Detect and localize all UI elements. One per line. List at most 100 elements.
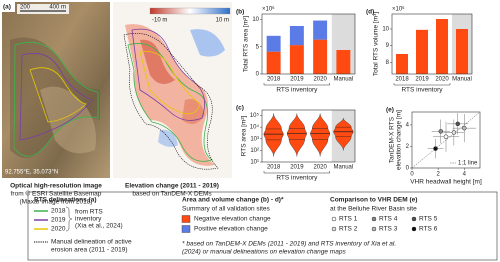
y-axis-label: Total RTS area [m²] xyxy=(243,16,250,72)
x-tick-label: 2 xyxy=(436,172,440,178)
x-tick-label: 2020 xyxy=(313,165,327,171)
footnote: (2024) or manual delineations on elevati… xyxy=(182,249,346,256)
y-tick-label: 10⁴ xyxy=(250,124,260,131)
coordinates: 92.755°E, 35.073°N xyxy=(5,170,58,176)
bar-segment xyxy=(289,26,304,46)
panel-label: (a) xyxy=(3,4,11,11)
x-axis-label: VHR headwall height [m] xyxy=(410,179,482,186)
x-tick-label: 2018 xyxy=(395,77,409,83)
y-tick-label: 10³ xyxy=(250,136,259,142)
y-axis-label: elevation change [m] xyxy=(396,110,403,170)
axes-frame xyxy=(261,13,356,75)
terrain xyxy=(40,86,96,154)
y-tick-label: 10² xyxy=(250,148,259,154)
legend-brace xyxy=(65,206,73,232)
x-tick-label: 2019 xyxy=(415,77,429,83)
y-axis-label: TanDEM-X RTS xyxy=(389,116,396,163)
scale-label: ×10⁶ xyxy=(262,6,275,13)
point xyxy=(451,130,457,135)
legend-label: RTS 4 xyxy=(379,216,398,223)
x-tick-label: 0 xyxy=(410,172,414,178)
y-axis-label: Total RTS volume [m³] xyxy=(373,12,380,76)
legend-label: erosion area (2011 - 2019) xyxy=(51,247,127,254)
point xyxy=(433,146,438,151)
bar xyxy=(436,19,448,74)
y-tick-label: 10 xyxy=(252,17,259,23)
legend-label: 2019 xyxy=(51,217,66,224)
legend-subtitle: Summary of all validation sites xyxy=(182,206,271,213)
legend-note: inventory xyxy=(75,216,102,223)
axes-frame xyxy=(391,13,473,75)
legend-title: Area and volume change (b) - d)* xyxy=(182,197,284,204)
scale-label: 400 m xyxy=(49,5,66,11)
y-tick-label: 10 xyxy=(382,27,389,33)
caption-title: Elevation change (2011 - 2019) xyxy=(125,183,219,190)
panel-label: (b) xyxy=(236,9,244,16)
y-tick-label: 2 xyxy=(406,144,410,150)
legend-title: Comparison to VHR DEM (e) xyxy=(330,197,417,204)
legend-label: Manual delineation of active xyxy=(51,239,132,246)
violin xyxy=(286,113,307,157)
y-tick-label: 0 xyxy=(406,166,410,172)
x-tick-label: 2020 xyxy=(313,77,327,83)
elevation-patch xyxy=(158,129,178,147)
legend-label: RTS 6 xyxy=(419,226,438,233)
colorbar-label: 10 m xyxy=(216,18,229,24)
scale-label: 200 xyxy=(20,5,31,11)
colorbar-label: -10 m xyxy=(152,18,167,24)
legend-label: RTS 2 xyxy=(339,226,358,233)
group-label: RTS inventory xyxy=(401,87,443,94)
x-tick-label: Manual xyxy=(334,77,354,83)
group-label: RTS inventory xyxy=(276,175,318,182)
rts-outline xyxy=(19,52,93,141)
point xyxy=(438,129,444,134)
legend-label: RTS 1 xyxy=(339,216,358,223)
y-tick-label: 0 xyxy=(256,72,260,78)
bar xyxy=(396,54,408,74)
legend-box xyxy=(27,191,498,261)
rts-outline xyxy=(139,51,201,115)
legend-marker xyxy=(371,226,377,232)
x-tick-label: 2019 xyxy=(290,165,304,171)
group-label: RTS inventory xyxy=(276,87,318,94)
bar-segment xyxy=(336,50,351,74)
point xyxy=(455,121,461,127)
legend-marker xyxy=(411,216,417,222)
legend-marker xyxy=(371,216,377,222)
caption-line: based on TanDEM-X DEMs xyxy=(132,191,212,198)
legend-subtitle: at the Beiluhe River Basin site xyxy=(330,206,417,213)
y-axis-label: RTS area [m²] xyxy=(241,115,248,156)
violin xyxy=(263,113,284,157)
bar-segment xyxy=(266,35,281,52)
legend-swatch xyxy=(181,225,191,233)
legend-note: from RTS xyxy=(75,209,103,216)
point xyxy=(443,134,449,140)
y-tick-label: 10⁵ xyxy=(250,112,260,119)
rts-outline xyxy=(127,43,213,162)
legend-marker xyxy=(411,226,417,232)
legend-title: RTS delineations (a) xyxy=(34,197,96,204)
legend-marker xyxy=(331,226,337,232)
bar-segment xyxy=(289,45,304,74)
elevation-patch xyxy=(140,39,175,84)
rts-outline xyxy=(131,28,206,121)
reference-line-label: 1:1 line xyxy=(458,161,478,167)
panel-label: (d) xyxy=(366,9,374,16)
point xyxy=(462,125,467,131)
y-tick-label: 9 xyxy=(386,43,390,49)
caption-title: Optical high-resolution image xyxy=(10,183,102,190)
panel-label: (e) xyxy=(386,107,394,114)
axes-frame xyxy=(411,111,481,169)
x-tick-label: 4 xyxy=(463,172,467,178)
x-tick-label: 2018 xyxy=(267,77,281,83)
rts-outline xyxy=(29,67,87,123)
footnote: * based on TanDEM-X DEMs (2011 - 2019) a… xyxy=(182,241,396,248)
bar xyxy=(456,29,468,74)
bar-segment xyxy=(313,39,328,74)
x-tick-label: Manual xyxy=(334,165,354,171)
bar-segment xyxy=(266,51,281,74)
group-bracket xyxy=(263,83,330,86)
legend-label: 2020 xyxy=(51,226,66,233)
violin xyxy=(333,118,354,151)
